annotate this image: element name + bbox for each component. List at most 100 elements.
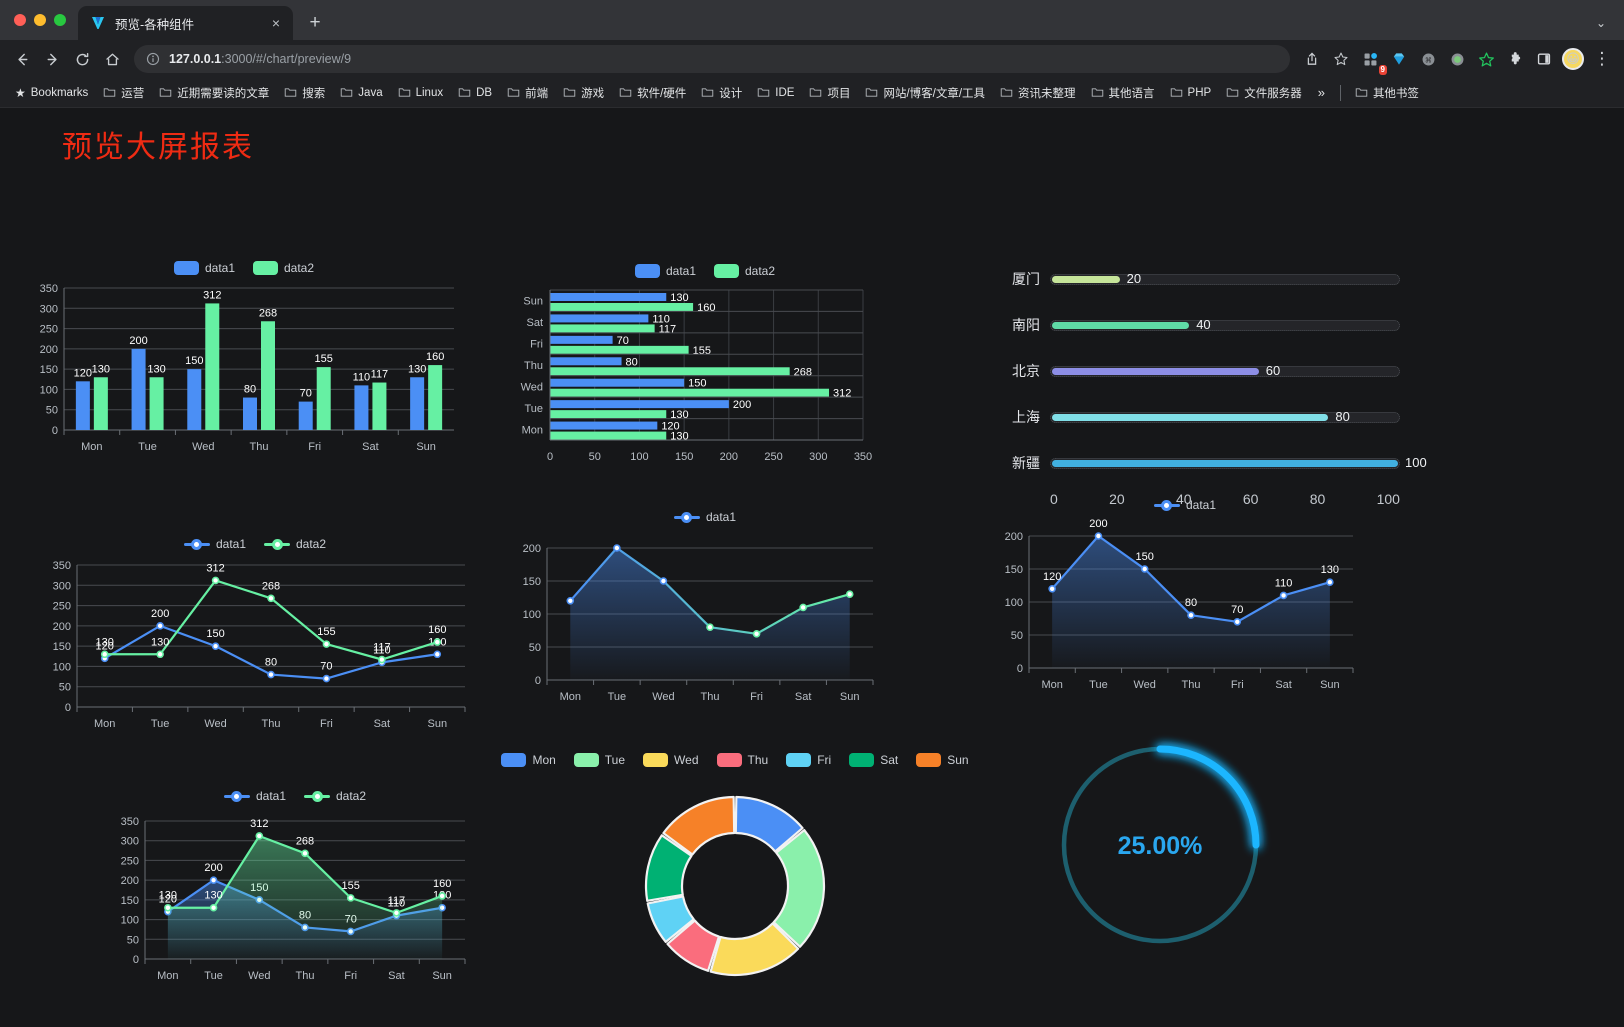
forward-icon[interactable] xyxy=(38,45,66,73)
chart-legend[interactable]: data1 data2 xyxy=(24,258,464,278)
command-circle-icon[interactable]: ⌘ xyxy=(1414,45,1442,73)
svg-text:Sun: Sun xyxy=(416,441,436,453)
bookmark-item[interactable]: 文件服务器 xyxy=(1219,82,1309,104)
green-circle-icon[interactable] xyxy=(1443,45,1471,73)
progress-label: 新疆 xyxy=(1012,455,1040,471)
legend-item[interactable]: Sat xyxy=(849,753,898,767)
bookmark-item[interactable]: 搜索 xyxy=(277,82,332,104)
profile-avatar[interactable]: 😀 xyxy=(1559,45,1587,73)
chart-bar-horizontal[interactable]: data1 data2 0 50 100 150 200 250 300 350 Sun 130 1… xyxy=(505,260,905,475)
green-star-icon[interactable] xyxy=(1472,45,1500,73)
chart-legend[interactable]: data1 data2 xyxy=(35,533,475,555)
close-window-button[interactable] xyxy=(14,14,26,26)
legend-item[interactable]: data1 xyxy=(183,537,246,551)
legend-item[interactable]: Thu xyxy=(716,753,768,767)
svg-text:312: 312 xyxy=(206,562,224,574)
progress-track[interactable]: 20 xyxy=(1050,271,1400,286)
bookmark-item[interactable]: 前端 xyxy=(500,82,555,104)
extensions-grid-icon[interactable]: 9 xyxy=(1356,45,1387,75)
chart-legend[interactable]: data1 data2 xyxy=(95,785,495,807)
bookmark-star-icon[interactable] xyxy=(1327,45,1355,73)
bookmark-item[interactable]: 近期需要读的文章 xyxy=(152,82,276,104)
bookmark-item-bookmarks[interactable]: ★ Bookmarks xyxy=(8,83,95,103)
legend-item[interactable]: data1 xyxy=(1153,498,1216,512)
legend-item[interactable]: data1 xyxy=(673,510,736,524)
legend-item[interactable]: data1 xyxy=(223,789,286,803)
chart-progress-bars[interactable]: 厦门 20 南阳 40 北京 60 上海 80 新疆 xyxy=(1000,263,1427,508)
progress-track[interactable]: 80 xyxy=(1050,409,1400,424)
chart-donut-pie[interactable]: Mon Tue Wed Thu Fri Sat Sun xyxy=(501,748,969,1003)
bookmark-item[interactable]: 软件/硬件 xyxy=(612,82,693,104)
gauge-svg: 25.00% xyxy=(1061,745,1260,944)
bookmark-item[interactable]: IDE xyxy=(750,83,801,102)
legend-item[interactable]: Mon xyxy=(501,753,556,767)
address-bar[interactable]: 127.0.0.1:3000/#/chart/preview/9 xyxy=(134,45,1290,73)
legend-item[interactable]: data2 xyxy=(253,261,314,275)
legend-item[interactable]: Wed xyxy=(643,753,699,767)
bookmark-item[interactable]: DB xyxy=(451,83,499,102)
chart-line-gradient[interactable]: data1 0 50 100 150 200 Mon Tue Wed Thu Fri Sat Sun xyxy=(505,506,905,721)
home-icon[interactable] xyxy=(98,45,126,73)
progress-row[interactable]: 南阳 40 xyxy=(1000,315,1400,335)
bookmark-item[interactable]: 资讯未整理 xyxy=(993,82,1083,104)
chart-legend[interactable]: data1 xyxy=(985,494,1385,516)
chart-bar-vertical[interactable]: data1 data2 0 50 100 150 200 250 300 350 Mon 120 1… xyxy=(24,258,464,473)
svg-text:Sun: Sun xyxy=(1320,679,1340,691)
chart-legend[interactable]: Mon Tue Wed Thu Fri Sat Sun xyxy=(501,748,969,772)
progress-track[interactable]: 40 xyxy=(1050,316,1400,332)
progress-row[interactable]: 上海 80 xyxy=(1000,407,1400,427)
chart-gauge[interactable]: 25.00% xyxy=(1045,730,1275,960)
legend-item[interactable]: data2 xyxy=(304,789,366,803)
svg-text:Sat: Sat xyxy=(526,317,543,329)
svg-text:155: 155 xyxy=(693,345,711,357)
chart-line-two-series[interactable]: data1 data2 0 50 100 150 200 250 300 350 Mon Tue W… xyxy=(35,533,475,748)
tab-search-chevron-icon[interactable]: ⌄ xyxy=(1595,16,1606,30)
legend-item[interactable]: Sun xyxy=(916,753,969,767)
legend-swatch xyxy=(501,753,527,767)
diamond-icon[interactable] xyxy=(1385,45,1413,73)
maximize-window-button[interactable] xyxy=(54,14,66,26)
bookmark-item[interactable]: PHP xyxy=(1163,83,1219,102)
bookmark-item[interactable]: 其他语言 xyxy=(1084,82,1162,104)
progress-track[interactable]: 60 xyxy=(1050,363,1400,378)
legend-item[interactable]: data2 xyxy=(264,537,326,551)
share-icon[interactable] xyxy=(1298,45,1326,73)
legend-swatch xyxy=(786,753,812,767)
bookmark-item[interactable]: 运营 xyxy=(96,82,151,104)
browser-menu-icon[interactable]: ⋮ xyxy=(1593,49,1611,68)
svg-text:0: 0 xyxy=(1017,663,1023,675)
site-info-icon[interactable] xyxy=(146,52,160,66)
browser-tab[interactable]: 预览-各种组件 × xyxy=(78,6,293,40)
back-icon[interactable] xyxy=(8,45,36,73)
puzzle-extension-icon[interactable] xyxy=(1501,45,1529,73)
progress-track[interactable]: 100 xyxy=(1050,455,1427,470)
bookmarks-overflow-button[interactable]: » xyxy=(1317,85,1325,100)
bookmark-item[interactable]: Java xyxy=(333,83,389,102)
progress-row[interactable]: 厦门 20 xyxy=(1000,269,1400,289)
chart-area-two-series[interactable]: data1 data2 0 50 100 150 200 250 300 350 Mon Tue W… xyxy=(95,785,495,1000)
bookmark-item[interactable]: 设计 xyxy=(694,82,749,104)
close-tab-button[interactable]: × xyxy=(271,15,281,31)
bookmark-item-other[interactable]: 其他书签 xyxy=(1348,82,1426,104)
bookmark-item[interactable]: 游戏 xyxy=(556,82,611,104)
chart-legend[interactable]: data1 xyxy=(505,506,905,528)
chart-legend[interactable]: data1 data2 xyxy=(505,260,905,282)
legend-item[interactable]: Fri xyxy=(786,753,831,767)
new-tab-button[interactable]: + xyxy=(309,12,321,33)
progress-row[interactable]: 新疆 100 xyxy=(1000,453,1427,473)
bookmark-item[interactable]: 项目 xyxy=(802,82,857,104)
reload-icon[interactable] xyxy=(68,45,96,73)
chart-area-single[interactable]: data1 0 50 100 150 200 Mon Tue Wed Thu Fri Sat Sun 1… xyxy=(985,494,1385,709)
legend-item[interactable]: data1 xyxy=(173,261,235,275)
svg-text:Tue: Tue xyxy=(204,970,223,982)
minimize-window-button[interactable] xyxy=(34,14,46,26)
progress-row[interactable]: 北京 60 xyxy=(1000,361,1400,381)
side-panel-icon[interactable] xyxy=(1530,45,1558,73)
bookmark-item[interactable]: 网站/博客/文章/工具 xyxy=(858,82,992,104)
axis-tick: 60 xyxy=(1242,491,1259,507)
legend-item[interactable]: data2 xyxy=(714,264,775,278)
progress-value: 40 xyxy=(1196,316,1211,332)
legend-item[interactable]: data1 xyxy=(634,264,696,278)
legend-item[interactable]: Tue xyxy=(573,753,625,767)
bookmark-item[interactable]: Linux xyxy=(391,83,451,102)
